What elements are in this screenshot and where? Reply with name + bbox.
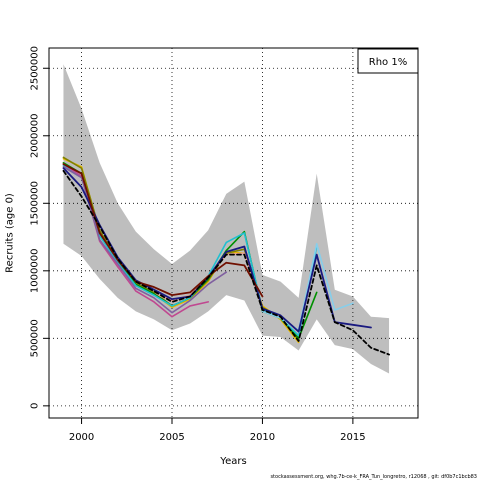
x-axis: 2000 2005 2010 2015 [69, 418, 366, 443]
x-tick-label: 2000 [69, 432, 94, 443]
series-line-6 [261, 243, 354, 332]
x-tick-label: 2015 [340, 432, 365, 443]
series-layer [62, 156, 390, 356]
grid-layer [49, 48, 418, 418]
x-axis-title: Years [219, 456, 246, 467]
plot-frame [48, 47, 419, 419]
series-line-10 [62, 163, 264, 298]
y-tick-label: 2500000 [30, 46, 41, 91]
series-line-8 [62, 166, 228, 314]
legend-label: Rho 1% [369, 57, 407, 68]
legend-box [357, 48, 419, 74]
y-axis: 0 500000 1000000 1500000 2000000 2500000 [30, 46, 49, 409]
y-tick-label: 2000000 [30, 114, 41, 159]
series-line-11 [62, 169, 390, 356]
y-tick-label: 500000 [30, 319, 41, 357]
legend: Rho 1% [357, 48, 419, 74]
x-tick-label: 2010 [250, 432, 275, 443]
x-tick-label: 2005 [159, 432, 184, 443]
footer-source: stockassessment.org, whg.7b-ce-k_FRA_Tun… [270, 474, 477, 480]
y-tick-label: 1000000 [30, 249, 41, 294]
y-tick-label: 0 [30, 403, 41, 409]
y-axis-title: Recruits (age 0) [5, 193, 16, 273]
y-tick-label: 1500000 [30, 181, 41, 226]
